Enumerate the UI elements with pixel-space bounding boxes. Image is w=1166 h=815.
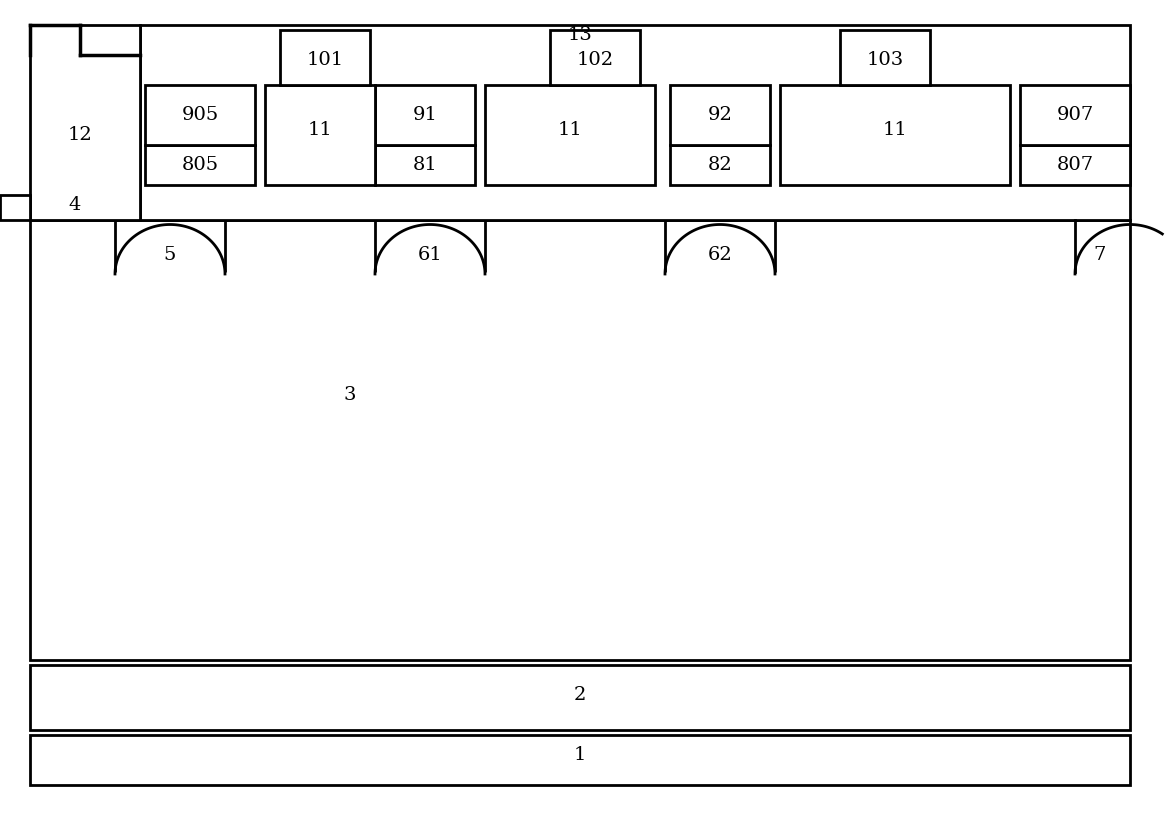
Bar (145, 145, 255, 185)
Text: 3: 3 (344, 386, 357, 404)
Text: 62: 62 (708, 246, 732, 264)
Bar (140, 25, 1130, 220)
Bar (280, 30, 370, 85)
Text: 91: 91 (413, 106, 437, 124)
Bar (670, 145, 770, 185)
Text: 907: 907 (1056, 106, 1094, 124)
Text: 11: 11 (883, 121, 907, 139)
Bar (265, 85, 375, 185)
Bar (780, 85, 1010, 185)
Bar (30, 25, 140, 220)
Text: 5: 5 (163, 246, 176, 264)
Text: 103: 103 (866, 51, 904, 69)
Bar (0, 195, 30, 220)
Text: 905: 905 (182, 106, 219, 124)
Text: 805: 805 (182, 156, 218, 174)
Bar (30, 665, 1130, 730)
Bar (30, 735, 1130, 785)
Bar (30, 220, 1130, 660)
Text: 13: 13 (568, 26, 592, 44)
Text: 4: 4 (69, 196, 82, 214)
Text: 61: 61 (417, 246, 442, 264)
Bar (840, 30, 930, 85)
Bar (145, 85, 255, 145)
Bar (1020, 85, 1130, 145)
Text: 7: 7 (1094, 246, 1107, 264)
Text: 101: 101 (307, 51, 344, 69)
Text: 11: 11 (557, 121, 582, 139)
Text: 2: 2 (574, 686, 586, 704)
Text: 1: 1 (574, 746, 586, 764)
Bar (485, 85, 655, 185)
Bar (550, 30, 640, 85)
Text: 102: 102 (576, 51, 613, 69)
Text: 92: 92 (708, 106, 732, 124)
Bar (375, 145, 475, 185)
Bar (1020, 145, 1130, 185)
Bar (375, 85, 475, 145)
Text: 807: 807 (1056, 156, 1094, 174)
Text: 12: 12 (68, 126, 92, 144)
Text: 82: 82 (708, 156, 732, 174)
Bar (670, 85, 770, 145)
Text: 81: 81 (413, 156, 437, 174)
Text: 11: 11 (308, 121, 332, 139)
